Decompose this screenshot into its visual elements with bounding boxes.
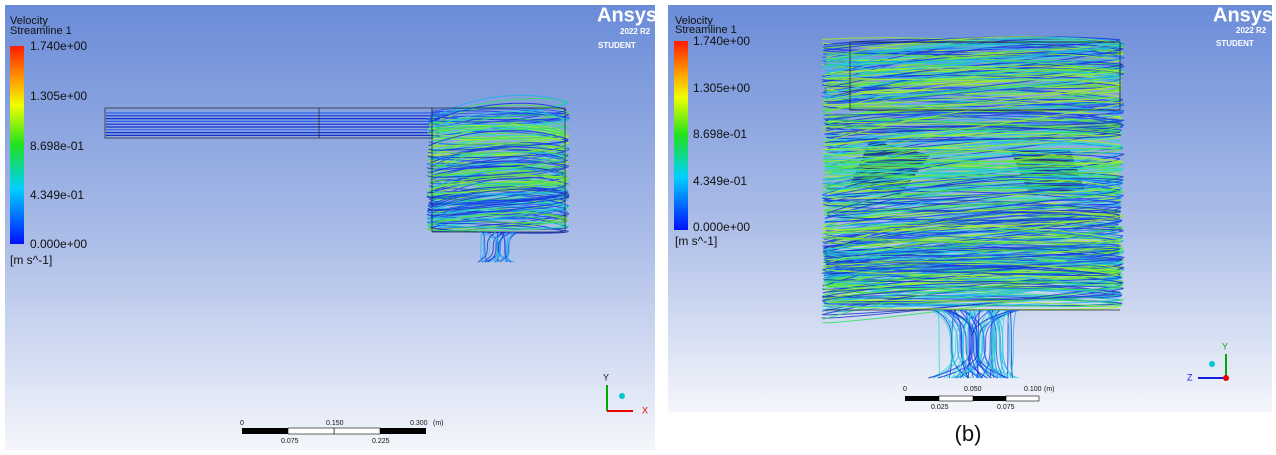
scale-label: 0.300 bbox=[410, 420, 428, 427]
caption: (b) bbox=[955, 421, 982, 446]
scale-label: 0 bbox=[240, 420, 244, 427]
scale-bar bbox=[1006, 396, 1039, 401]
legend-label: 4.349e-01 bbox=[30, 188, 84, 202]
scale-label: 0.025 bbox=[931, 404, 949, 411]
scale-bar bbox=[334, 428, 380, 434]
legend-label: 0.000e+00 bbox=[30, 237, 87, 251]
logo-edition: STUDENT bbox=[598, 41, 636, 50]
scale-label: 0.050 bbox=[964, 386, 982, 393]
legend-unit: [m s^-1] bbox=[675, 234, 717, 248]
axis-dot bbox=[1223, 375, 1229, 381]
scale-bar bbox=[939, 396, 973, 401]
scale-label: 0 bbox=[903, 386, 907, 393]
scale-bar bbox=[905, 396, 939, 401]
scale-label: 0.075 bbox=[997, 404, 1015, 411]
legend-label: 0.000e+00 bbox=[693, 220, 750, 234]
logo-version: 2022 R2 bbox=[620, 27, 651, 36]
axis-label: Y bbox=[1222, 341, 1228, 351]
legend-label: 1.305e+00 bbox=[693, 81, 750, 95]
scale-unit: (m) bbox=[1044, 386, 1055, 393]
legend-label: 4.349e-01 bbox=[693, 174, 747, 188]
logo-version: 2022 R2 bbox=[1236, 26, 1267, 35]
scale-label: 0.100 bbox=[1024, 386, 1042, 393]
axis-dot bbox=[619, 393, 625, 399]
page: Velocity Streamline 1 1.740e+00 1.305e+0… bbox=[0, 0, 1276, 455]
axis-label: Y bbox=[603, 372, 609, 382]
legend-label: 8.698e-01 bbox=[693, 127, 747, 141]
legend-subtitle: Streamline 1 bbox=[10, 25, 72, 37]
axis-dot bbox=[1209, 361, 1215, 367]
legend-unit: [m s^-1] bbox=[10, 253, 52, 267]
figure: Velocity Streamline 1 1.740e+00 1.305e+0… bbox=[0, 0, 1276, 455]
scale-bar bbox=[973, 396, 1006, 401]
axis-label: Z bbox=[1187, 372, 1193, 382]
scale-bar bbox=[380, 428, 426, 434]
colorbar bbox=[10, 46, 24, 244]
logo-name: Ansys bbox=[1213, 4, 1273, 26]
legend-label: 1.740e+00 bbox=[693, 34, 750, 48]
scale-unit: (m) bbox=[433, 420, 444, 427]
scale-label: 0.075 bbox=[281, 438, 299, 445]
logo-name: Ansys bbox=[597, 4, 657, 26]
legend-label: 8.698e-01 bbox=[30, 139, 84, 153]
scale-bar bbox=[288, 428, 334, 434]
legend-label: 1.305e+00 bbox=[30, 89, 87, 103]
logo-edition: STUDENT bbox=[1216, 39, 1254, 48]
colorbar bbox=[674, 41, 688, 230]
axis-label: X bbox=[642, 405, 648, 415]
legend-label: 1.740e+00 bbox=[30, 39, 87, 53]
scale-label: 0.150 bbox=[326, 420, 344, 427]
scale-label: 0.225 bbox=[372, 438, 390, 445]
